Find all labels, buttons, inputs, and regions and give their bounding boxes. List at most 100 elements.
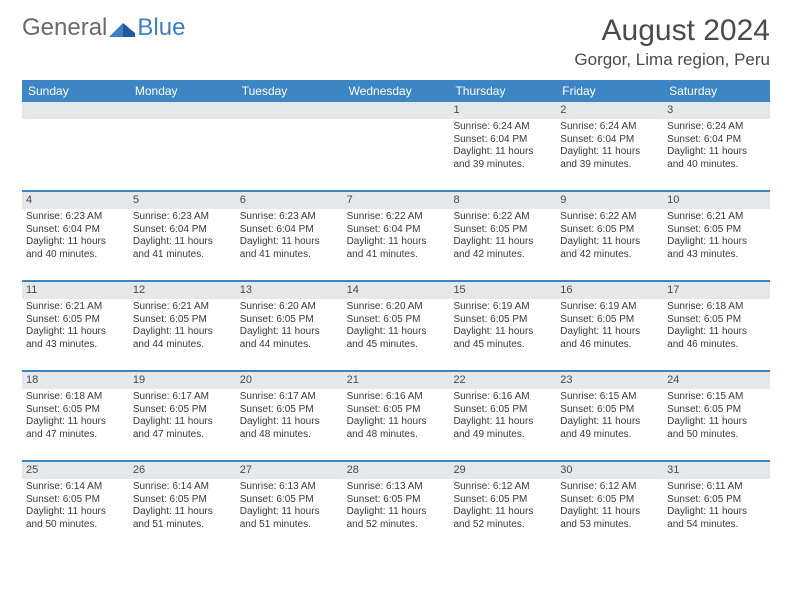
location-subtitle: Gorgor, Lima region, Peru — [574, 50, 770, 70]
day-cell: 23Sunrise: 6:15 AMSunset: 6:05 PMDayligh… — [556, 372, 663, 460]
dow-cell: Saturday — [663, 80, 770, 102]
day-body — [343, 119, 450, 179]
daylight-text: Daylight: 11 hours and 39 minutes. — [560, 146, 659, 171]
weeks-container: 1Sunrise: 6:24 AMSunset: 6:04 PMDaylight… — [22, 102, 770, 550]
day-body: Sunrise: 6:18 AMSunset: 6:05 PMDaylight:… — [663, 299, 770, 355]
day-cell: 22Sunrise: 6:16 AMSunset: 6:05 PMDayligh… — [449, 372, 556, 460]
day-body: Sunrise: 6:11 AMSunset: 6:05 PMDaylight:… — [663, 479, 770, 535]
calendar: SundayMondayTuesdayWednesdayThursdayFrid… — [22, 80, 770, 550]
day-number: 22 — [449, 372, 556, 389]
day-body: Sunrise: 6:24 AMSunset: 6:04 PMDaylight:… — [449, 119, 556, 175]
day-body: Sunrise: 6:20 AMSunset: 6:05 PMDaylight:… — [236, 299, 343, 355]
logo: General Blue — [22, 14, 185, 42]
sunrise-text: Sunrise: 6:20 AM — [240, 301, 339, 314]
sunset-text: Sunset: 6:05 PM — [667, 494, 766, 507]
sunrise-text: Sunrise: 6:23 AM — [26, 211, 125, 224]
sunset-text: Sunset: 6:05 PM — [453, 494, 552, 507]
daylight-text: Daylight: 11 hours and 41 minutes. — [133, 236, 232, 261]
daylight-text: Daylight: 11 hours and 50 minutes. — [667, 416, 766, 441]
day-number: 28 — [343, 462, 450, 479]
daylight-text: Daylight: 11 hours and 47 minutes. — [133, 416, 232, 441]
sunset-text: Sunset: 6:05 PM — [667, 224, 766, 237]
day-number: 5 — [129, 192, 236, 209]
day-cell: 20Sunrise: 6:17 AMSunset: 6:05 PMDayligh… — [236, 372, 343, 460]
day-body: Sunrise: 6:24 AMSunset: 6:04 PMDaylight:… — [663, 119, 770, 175]
day-body: Sunrise: 6:19 AMSunset: 6:05 PMDaylight:… — [556, 299, 663, 355]
sunrise-text: Sunrise: 6:13 AM — [240, 481, 339, 494]
sunrise-text: Sunrise: 6:18 AM — [26, 391, 125, 404]
day-cell: 8Sunrise: 6:22 AMSunset: 6:05 PMDaylight… — [449, 192, 556, 280]
logo-text-2: Blue — [137, 14, 185, 42]
day-number: 9 — [556, 192, 663, 209]
dow-cell: Sunday — [22, 80, 129, 102]
day-number: 24 — [663, 372, 770, 389]
daylight-text: Daylight: 11 hours and 47 minutes. — [26, 416, 125, 441]
day-cell: 14Sunrise: 6:20 AMSunset: 6:05 PMDayligh… — [343, 282, 450, 370]
day-cell: 25Sunrise: 6:14 AMSunset: 6:05 PMDayligh… — [22, 462, 129, 550]
day-number: 4 — [22, 192, 129, 209]
day-body: Sunrise: 6:22 AMSunset: 6:04 PMDaylight:… — [343, 209, 450, 265]
sunset-text: Sunset: 6:05 PM — [133, 404, 232, 417]
title-block: August 2024 Gorgor, Lima region, Peru — [574, 14, 770, 70]
day-body: Sunrise: 6:12 AMSunset: 6:05 PMDaylight:… — [556, 479, 663, 535]
day-number — [343, 102, 450, 119]
day-number: 16 — [556, 282, 663, 299]
day-body: Sunrise: 6:20 AMSunset: 6:05 PMDaylight:… — [343, 299, 450, 355]
sunrise-text: Sunrise: 6:22 AM — [453, 211, 552, 224]
day-cell — [22, 102, 129, 190]
dow-cell: Wednesday — [343, 80, 450, 102]
sunrise-text: Sunrise: 6:24 AM — [667, 121, 766, 134]
day-body: Sunrise: 6:23 AMSunset: 6:04 PMDaylight:… — [129, 209, 236, 265]
sunset-text: Sunset: 6:05 PM — [667, 314, 766, 327]
sunset-text: Sunset: 6:05 PM — [453, 404, 552, 417]
sunset-text: Sunset: 6:04 PM — [26, 224, 125, 237]
daylight-text: Daylight: 11 hours and 48 minutes. — [347, 416, 446, 441]
sunrise-text: Sunrise: 6:11 AM — [667, 481, 766, 494]
day-number — [236, 102, 343, 119]
day-cell — [129, 102, 236, 190]
sunset-text: Sunset: 6:04 PM — [560, 134, 659, 147]
day-body: Sunrise: 6:22 AMSunset: 6:05 PMDaylight:… — [556, 209, 663, 265]
sunset-text: Sunset: 6:05 PM — [133, 494, 232, 507]
sunrise-text: Sunrise: 6:15 AM — [560, 391, 659, 404]
dow-cell: Tuesday — [236, 80, 343, 102]
daylight-text: Daylight: 11 hours and 41 minutes. — [240, 236, 339, 261]
sunset-text: Sunset: 6:05 PM — [560, 224, 659, 237]
daylight-text: Daylight: 11 hours and 42 minutes. — [453, 236, 552, 261]
sunset-text: Sunset: 6:04 PM — [347, 224, 446, 237]
daylight-text: Daylight: 11 hours and 44 minutes. — [240, 326, 339, 351]
sunset-text: Sunset: 6:05 PM — [133, 314, 232, 327]
sunrise-text: Sunrise: 6:15 AM — [667, 391, 766, 404]
sunset-text: Sunset: 6:05 PM — [26, 314, 125, 327]
sunrise-text: Sunrise: 6:18 AM — [667, 301, 766, 314]
day-cell: 10Sunrise: 6:21 AMSunset: 6:05 PMDayligh… — [663, 192, 770, 280]
day-cell: 5Sunrise: 6:23 AMSunset: 6:04 PMDaylight… — [129, 192, 236, 280]
daylight-text: Daylight: 11 hours and 49 minutes. — [560, 416, 659, 441]
day-number: 1 — [449, 102, 556, 119]
day-cell: 9Sunrise: 6:22 AMSunset: 6:05 PMDaylight… — [556, 192, 663, 280]
sunrise-text: Sunrise: 6:16 AM — [347, 391, 446, 404]
day-body — [22, 119, 129, 179]
day-cell: 11Sunrise: 6:21 AMSunset: 6:05 PMDayligh… — [22, 282, 129, 370]
sunset-text: Sunset: 6:04 PM — [453, 134, 552, 147]
day-body — [236, 119, 343, 179]
sunset-text: Sunset: 6:04 PM — [667, 134, 766, 147]
sunrise-text: Sunrise: 6:21 AM — [667, 211, 766, 224]
sunrise-text: Sunrise: 6:14 AM — [26, 481, 125, 494]
daylight-text: Daylight: 11 hours and 46 minutes. — [560, 326, 659, 351]
daylight-text: Daylight: 11 hours and 52 minutes. — [347, 506, 446, 531]
sunset-text: Sunset: 6:05 PM — [453, 224, 552, 237]
day-number: 17 — [663, 282, 770, 299]
day-body: Sunrise: 6:14 AMSunset: 6:05 PMDaylight:… — [129, 479, 236, 535]
daylight-text: Daylight: 11 hours and 45 minutes. — [347, 326, 446, 351]
sunrise-text: Sunrise: 6:14 AM — [133, 481, 232, 494]
page-header: General Blue August 2024 Gorgor, Lima re… — [0, 0, 792, 74]
daylight-text: Daylight: 11 hours and 43 minutes. — [26, 326, 125, 351]
day-cell: 19Sunrise: 6:17 AMSunset: 6:05 PMDayligh… — [129, 372, 236, 460]
sunrise-text: Sunrise: 6:20 AM — [347, 301, 446, 314]
day-body: Sunrise: 6:23 AMSunset: 6:04 PMDaylight:… — [22, 209, 129, 265]
sunset-text: Sunset: 6:05 PM — [560, 494, 659, 507]
daylight-text: Daylight: 11 hours and 48 minutes. — [240, 416, 339, 441]
sunset-text: Sunset: 6:05 PM — [26, 404, 125, 417]
day-body: Sunrise: 6:13 AMSunset: 6:05 PMDaylight:… — [343, 479, 450, 535]
